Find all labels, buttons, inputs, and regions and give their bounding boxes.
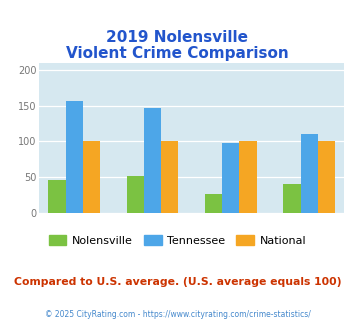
Bar — [205, 194, 222, 213]
Bar — [161, 141, 179, 213]
Legend: Nolensville, Tennessee, National: Nolensville, Tennessee, National — [44, 231, 311, 250]
Bar — [222, 143, 240, 213]
Bar — [144, 108, 161, 213]
Text: 2019 Nolensville: 2019 Nolensville — [106, 30, 248, 46]
Text: © 2025 CityRating.com - https://www.cityrating.com/crime-statistics/: © 2025 CityRating.com - https://www.city… — [45, 310, 310, 319]
Bar — [83, 141, 100, 213]
Bar — [283, 184, 301, 213]
Bar — [301, 134, 318, 213]
Bar — [48, 180, 66, 213]
Bar — [318, 141, 335, 213]
Text: Compared to U.S. average. (U.S. average equals 100): Compared to U.S. average. (U.S. average … — [14, 277, 341, 287]
Bar — [66, 101, 83, 213]
Bar — [240, 141, 257, 213]
Bar — [127, 176, 144, 213]
Text: Violent Crime Comparison: Violent Crime Comparison — [66, 46, 289, 61]
